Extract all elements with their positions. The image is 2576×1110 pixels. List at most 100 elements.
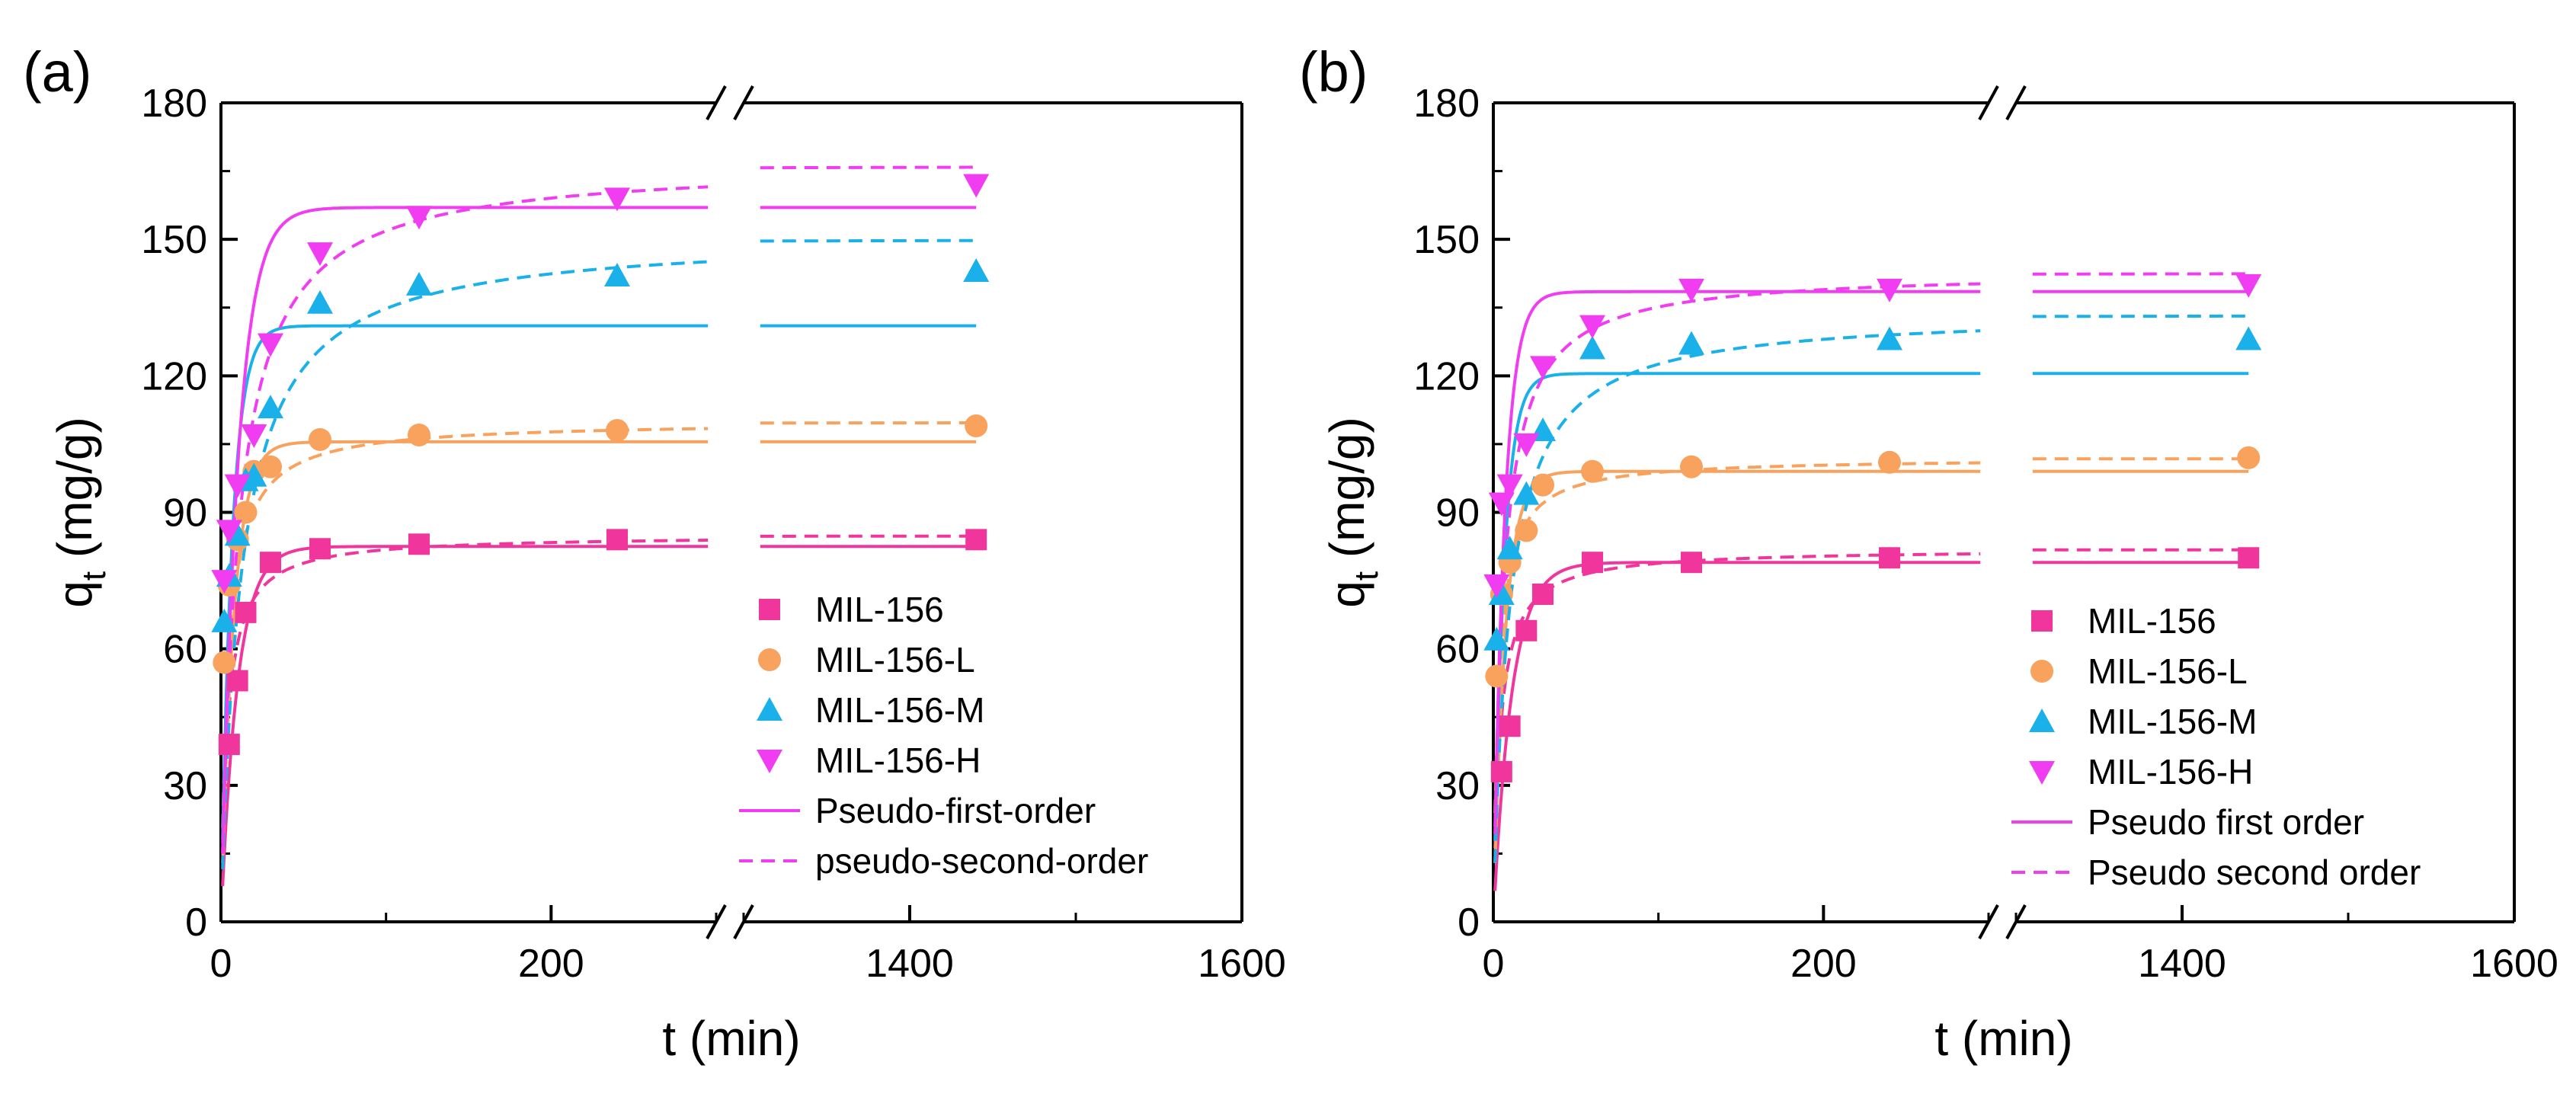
data-point-mil-156-l: [309, 427, 331, 451]
data-point-mil-156-h: [2235, 274, 2262, 298]
y-axis-title-units: (mg/g): [47, 417, 102, 571]
data-point-mil-156-h: [1530, 356, 1556, 380]
pfo-curve-mil-156-m: [221, 324, 709, 840]
y-axis-title: qt (mg/g): [1320, 417, 1385, 608]
data-point-mil-156-m: [1877, 326, 1902, 350]
x-tick-label: 200: [1790, 942, 1857, 986]
y-tick-label: 0: [1458, 900, 1480, 945]
data-point-mil-156-h: [1877, 278, 1902, 302]
data-point-mil-156-m: [1513, 481, 1540, 505]
data-point-mil-156: [260, 552, 281, 574]
data-point-mil-156-l: [408, 423, 430, 446]
y-tick-label: 90: [163, 491, 207, 536]
data-point-mil-156-l: [213, 651, 236, 674]
legend-label: Pseudo first order: [2088, 802, 2364, 842]
x-tick-label: 0: [210, 942, 232, 986]
data-point-mil-156-l: [1515, 519, 1538, 542]
x-tick-label: 200: [518, 942, 584, 986]
data-point-mil-156-h: [1678, 278, 1704, 302]
data-point-mil-156: [1879, 547, 1900, 569]
panel-label: (b): [1299, 40, 1368, 104]
data-point-mil-156: [309, 538, 331, 560]
data-point-mil-156-m: [406, 271, 432, 296]
axis-break-mark-top-0: [1978, 85, 1999, 120]
legend-marker: [759, 599, 780, 620]
x-tick-label: 1400: [866, 942, 954, 986]
y-tick-label: 0: [185, 900, 207, 945]
data-point-mil-156: [965, 529, 987, 551]
panel-a: 0 30 60 90 120 150 180 0 200 1400 1600 t (min) qt (m…: [23, 40, 1286, 1066]
data-point-mil-156: [2238, 547, 2260, 569]
data-point-mil-156: [1582, 552, 1603, 574]
pso-curve-mil-156-l: [1493, 461, 1981, 814]
pfo-curve-mil-156-h: [221, 206, 709, 854]
data-point-mil-156-l: [259, 455, 282, 478]
data-point-mil-156-h: [1513, 433, 1540, 457]
y-tick-label: 180: [141, 82, 207, 126]
legend-label: MIL-156: [2088, 601, 2216, 641]
legend-marker: [758, 648, 781, 671]
axis-break-mark-top-1: [2005, 85, 2027, 120]
data-point-mil-156: [1532, 584, 1554, 605]
data-point-mil-156-l: [606, 419, 629, 442]
pso-curve-mil-156-m: [1493, 329, 1981, 863]
data-point-mil-156-m: [241, 462, 267, 487]
pso-curve-mil-156: [221, 539, 709, 843]
data-point-mil-156-l: [1485, 664, 1509, 688]
y-axis-title-main: q: [1320, 581, 1374, 608]
data-point-mil-156-m: [1496, 536, 1523, 560]
data-point-mil-156: [226, 670, 248, 692]
data-point-mil-156: [606, 529, 628, 551]
axis-break-mark-top-1: [733, 85, 754, 120]
data-point-mil-156-l: [1680, 455, 1703, 478]
legend-marker: [757, 750, 782, 773]
y-tick-label: 150: [141, 218, 207, 262]
data-point-mil-156: [218, 734, 240, 756]
data-point-mil-156-h: [241, 424, 267, 448]
data-point-mil-156: [1499, 715, 1521, 737]
panel-label: (a): [23, 40, 91, 104]
pfo-curve-mil-156-l: [1493, 469, 1981, 863]
legend-label: MIL-156-M: [2088, 702, 2257, 741]
pfo-curve-mil-156: [1493, 561, 1981, 891]
legend-marker: [2029, 709, 2055, 732]
legend-marker: [757, 697, 782, 721]
data-point-mil-156: [408, 533, 430, 555]
legend-marker: [2029, 761, 2055, 785]
y-tick-label: 60: [163, 628, 207, 672]
y-axis-title-units: (mg/g): [1320, 417, 1374, 571]
data-point-mil-156-m: [307, 289, 333, 314]
legend-label: MIL-156-H: [2088, 752, 2253, 792]
x-tick-label: 1400: [2138, 942, 2226, 986]
data-point-mil-156-l: [2237, 446, 2261, 469]
pso-curve-mil-156-m: [221, 260, 709, 869]
data-point-mil-156-l: [1581, 459, 1604, 483]
data-point-mil-156-m: [1483, 626, 1510, 651]
data-point-mil-156: [1681, 552, 1702, 574]
legend-marker: [2030, 660, 2053, 683]
data-point-mil-156-h: [216, 520, 242, 544]
legend-label: Pseudo-first-order: [815, 791, 1096, 830]
data-point-mil-156-l: [234, 501, 258, 524]
legend-label: Pseudo second order: [2088, 852, 2421, 892]
data-point-mil-156-m: [963, 258, 990, 282]
legend-label: pseudo-second-order: [815, 841, 1148, 881]
legend-label: MIL-156-M: [815, 690, 984, 730]
y-tick-label: 180: [1413, 82, 1480, 126]
legend-label: MIL-156-H: [815, 741, 981, 780]
data-point-mil-156-h: [1488, 492, 1515, 517]
data-point-mil-156: [1490, 760, 1512, 782]
pfo-curve-mil-156-h: [1493, 289, 1981, 834]
y-axis-title-sub: t: [75, 571, 113, 581]
x-axis-title: t (min): [662, 1011, 800, 1066]
pfo-curve-mil-156-l: [221, 440, 709, 864]
pso-curve-tail-mil-156-m: [760, 238, 977, 243]
y-tick-label: 120: [141, 354, 207, 398]
pso-curve-mil-156-h: [1493, 282, 1981, 827]
legend-label: MIL-156-L: [2088, 651, 2248, 691]
pso-curve-mil-156-l: [221, 427, 709, 828]
legend-marker: [2031, 610, 2053, 632]
axis-break-mark-top-0: [706, 85, 727, 120]
data-point-mil-156: [235, 601, 257, 623]
